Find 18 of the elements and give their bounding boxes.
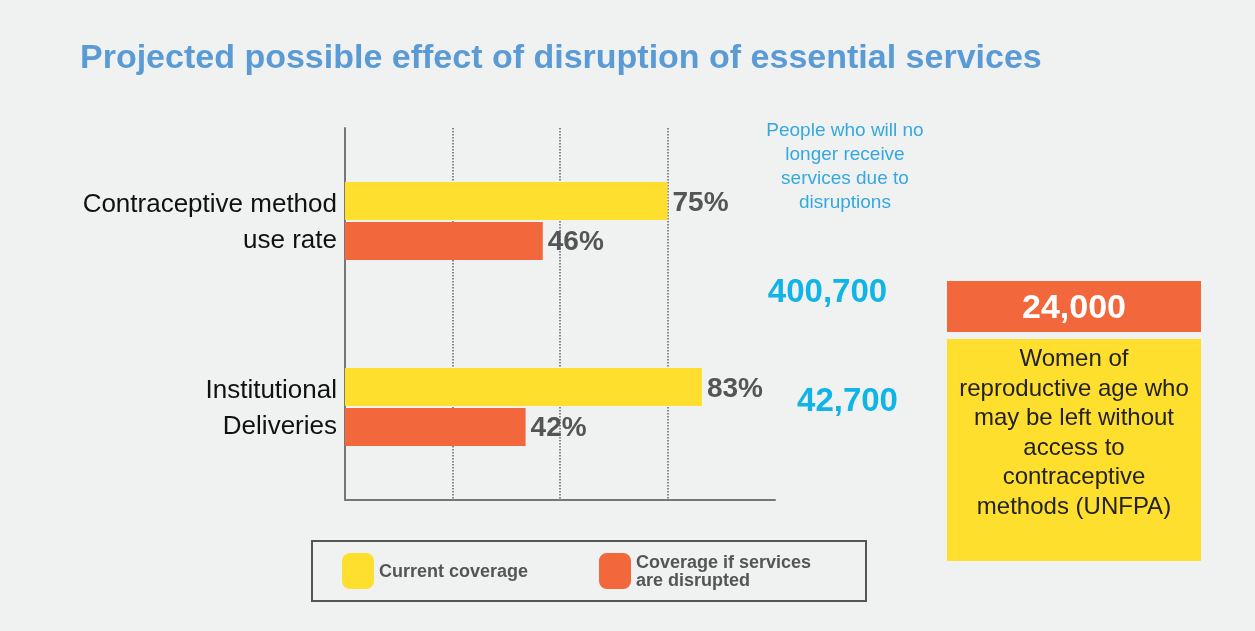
- bar: [345, 221, 543, 260]
- bar: [345, 407, 526, 446]
- y-tick-label: Institutional Deliveries: [205, 374, 337, 440]
- legend-label: Coverage if services are disrupted: [636, 552, 817, 590]
- y-tick-label: Contraceptive method use rate: [82, 188, 337, 254]
- text: 24,000: [947, 281, 1201, 332]
- annotation: 400,700: [766, 272, 889, 310]
- bar: [345, 182, 668, 221]
- data-label: 75%: [672, 185, 729, 217]
- data-label: 83%: [706, 371, 764, 403]
- data-label: 46%: [547, 225, 604, 257]
- text: 42,700: [797, 381, 898, 418]
- chart-title: Projected possible effect of disruption of essential services: [80, 37, 1042, 75]
- legend-label: Current coverage: [379, 561, 529, 581]
- bar: [345, 368, 702, 407]
- text: Women of reproductive age who may be left without access to contraceptive methods (UNFPA): [947, 339, 1201, 561]
- data-label: 42%: [530, 411, 587, 443]
- annotation: People who will no longer receive services due to disruptions: [765, 118, 925, 214]
